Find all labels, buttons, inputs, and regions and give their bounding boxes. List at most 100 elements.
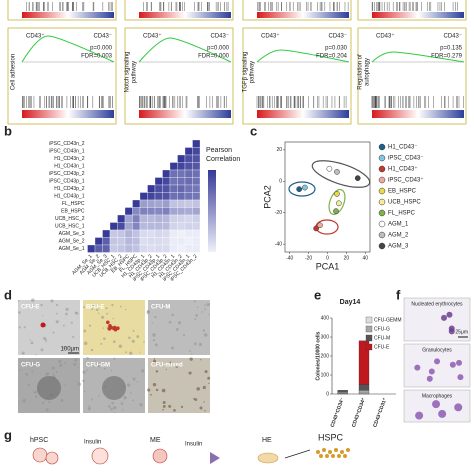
texture [48,400,51,404]
heatmap-cell [184,222,193,231]
fdr-value: FDR=0.204 [316,54,348,60]
enrichment-curve [371,51,465,63]
y-tick-label: 0 [326,391,329,397]
heatmap-cell [192,162,201,171]
texture [203,401,205,403]
heatmap-cell [192,177,201,186]
texture [154,315,157,319]
texture [17,300,20,302]
heatmap-cell [162,222,171,231]
texture [52,373,55,375]
heatmap-cell [147,237,156,246]
texture [169,361,172,364]
row-label: AGM_Se_1 [59,246,85,252]
heatmap-cell [177,244,186,253]
texture [21,351,25,355]
panel-letter: c [250,123,257,138]
legend-label: CFU-G [374,326,390,332]
x-tick-label: 40 [362,255,368,261]
texture [83,341,88,346]
texture [131,339,135,343]
cell [454,403,463,412]
heatmap-cell [184,237,193,246]
colony-label: CFU-mixed [151,363,183,369]
heatmap-cell [177,199,186,208]
heatmap-cell [147,192,156,201]
heatmap-cell [177,214,186,223]
x-tick-label: CD43⁺CD34⁺ [351,397,367,428]
texture [86,369,89,371]
group-label: CD43⁺ [261,33,280,40]
y-tick-label: -20 [275,210,282,216]
texture [91,308,94,311]
texture [90,348,94,352]
texture [208,313,210,316]
panel-letter: e [314,287,321,302]
heatmap-cell [192,139,201,148]
legend-title: Pearson [206,147,232,154]
texture [178,321,182,325]
cell [438,409,447,418]
texture [110,407,113,411]
heatmap-cell [154,229,163,238]
heatmap-cell [117,214,126,223]
texture [45,340,47,343]
heatmap-cell [132,214,141,223]
texture [124,309,127,311]
texture [152,382,157,387]
heatmap-cell [94,244,103,253]
texture [147,388,151,392]
heatmap-cell [139,244,148,253]
heatmap-cell [132,199,141,208]
texture [118,344,123,348]
heatmap-cell [154,207,163,216]
heatmap-cell [147,199,156,208]
cell-image [403,297,471,342]
texture [23,326,26,329]
row-label: AGM_Se_3 [59,231,85,237]
y-tick-label: 200 [321,353,330,359]
heatmap-cell [192,207,201,216]
texture [22,399,26,403]
heatmap-cell [154,237,163,246]
heatmap-cell [162,237,171,246]
texture [204,308,206,311]
texture [111,401,114,405]
texture [154,343,158,347]
heatmap-cell [162,214,171,223]
texture [193,300,196,303]
texture [76,381,79,384]
legend-swatch [378,209,386,217]
cell-label: Macrophages [422,393,453,399]
point [296,186,303,192]
row-label: EB_HSPC [61,209,85,215]
cell [456,359,463,366]
heatmap-cell [109,222,118,231]
texture [162,401,166,404]
texture [189,357,193,361]
colony-label: BFU-E [86,305,104,311]
legend-swatch [378,242,386,250]
legend-swatch [378,176,386,184]
texture [29,339,32,341]
texture [120,402,124,406]
texture [58,359,62,363]
texture [34,395,38,398]
y-tick-label: 20 [276,147,282,153]
scale-label: 100μm [61,347,79,353]
texture [40,303,43,307]
heatmap-cell [117,237,126,246]
texture [77,382,82,387]
heatmap-cell [154,222,163,231]
fdr-value: FDR=0.003 [81,54,113,60]
heatmap-cell [109,237,118,246]
heatmap-cell [169,199,178,208]
scheme-label: HSPC [318,432,344,442]
legend-swatch [378,187,386,195]
y-tick-label: 100 [321,372,330,378]
texture [103,385,106,388]
texture [188,371,192,375]
texture [194,318,197,321]
texture [52,375,56,379]
